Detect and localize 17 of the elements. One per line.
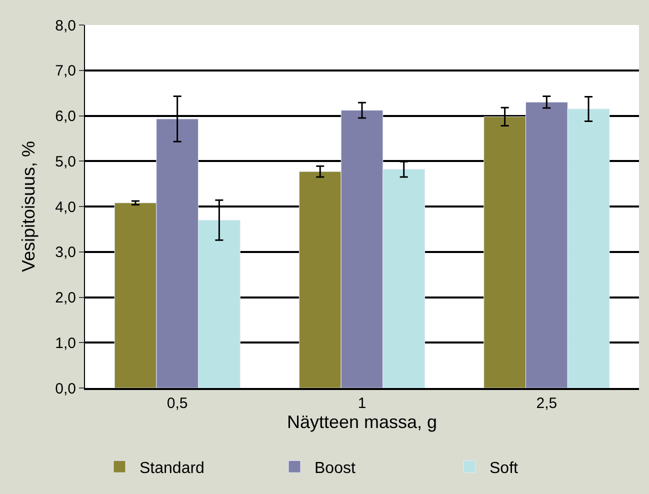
- legend-label: Boost: [314, 460, 356, 477]
- legend-label: Soft: [490, 460, 519, 477]
- y-tick-label: 3,0: [55, 244, 76, 262]
- y-tick-label: 8,0: [55, 17, 76, 34]
- y-tick-label: 4,0: [55, 198, 76, 216]
- x-axis-title: Näytteen massa, g: [286, 412, 438, 432]
- legend-label: Standard: [140, 460, 204, 477]
- y-tick-label: 6,0: [55, 108, 76, 125]
- x-tick-label: 0,5: [166, 395, 188, 412]
- x-tick-label: 2,5: [536, 395, 558, 412]
- y-tick-label: 1,0: [55, 334, 76, 352]
- y-axis-title: Vesipitoisuus, %: [18, 140, 38, 272]
- y-tick-label: 7,0: [55, 62, 76, 80]
- y-tick-label: 2,0: [55, 290, 76, 306]
- y-tick-label: 5,0: [55, 153, 76, 170]
- x-tick-label: 1: [358, 395, 366, 412]
- y-tick-label: 0,0: [55, 380, 76, 398]
